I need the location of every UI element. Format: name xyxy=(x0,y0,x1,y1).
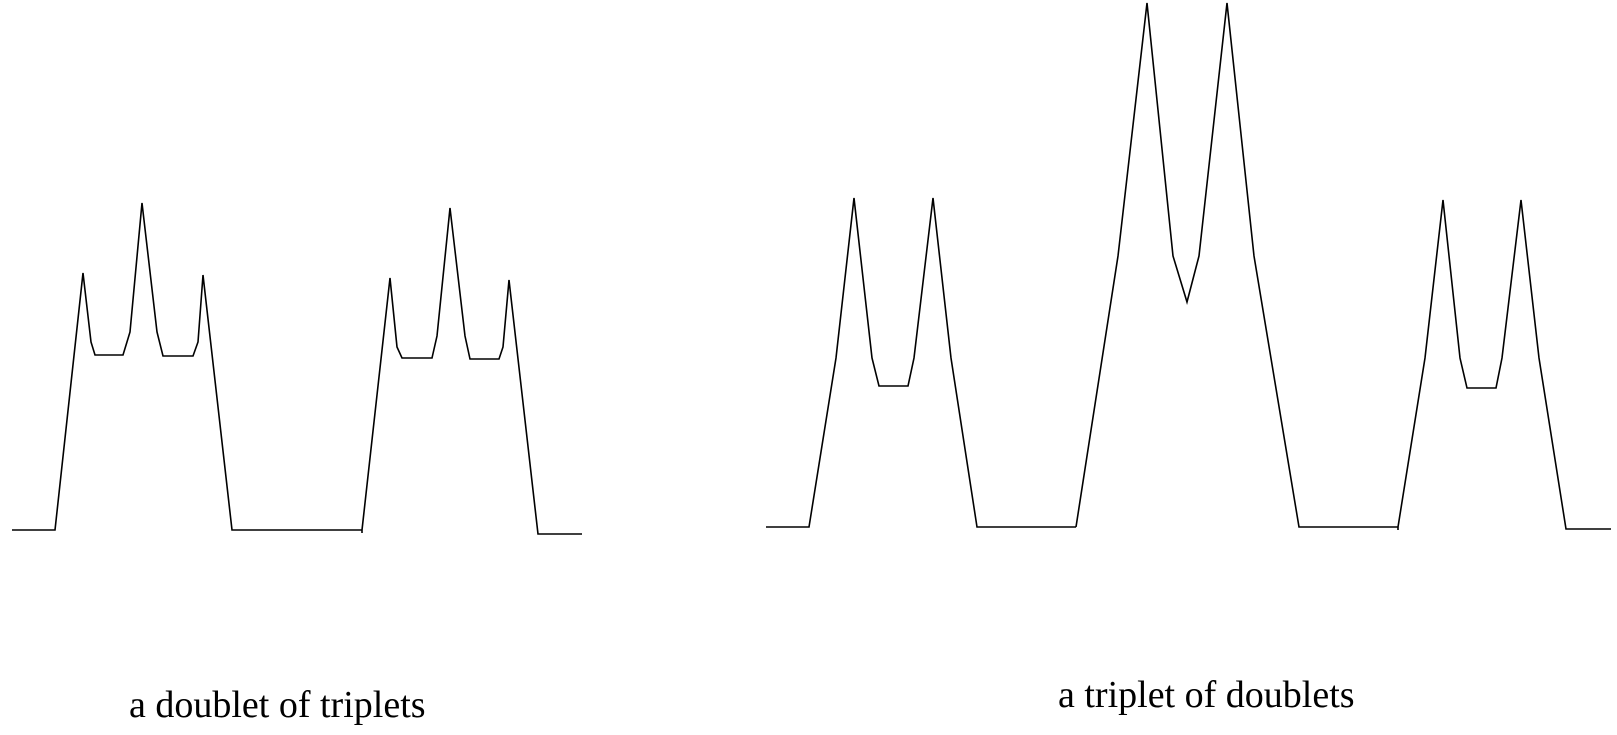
triplet-of-doublets-caption: a triplet of doublets xyxy=(1058,674,1355,716)
center-doublet-peak-trace xyxy=(1075,2,1398,528)
first-doublet-peak-trace xyxy=(766,197,1076,528)
doublet-of-triplets-trace xyxy=(12,202,582,535)
triplet-of-doublets-trace xyxy=(766,2,1611,530)
doublet-of-triplets-caption: a doublet of triplets xyxy=(129,684,426,726)
third-doublet-peak-trace xyxy=(1397,199,1611,530)
second-triplet-peak-trace xyxy=(361,207,582,535)
first-triplet-peak-trace xyxy=(12,202,362,531)
